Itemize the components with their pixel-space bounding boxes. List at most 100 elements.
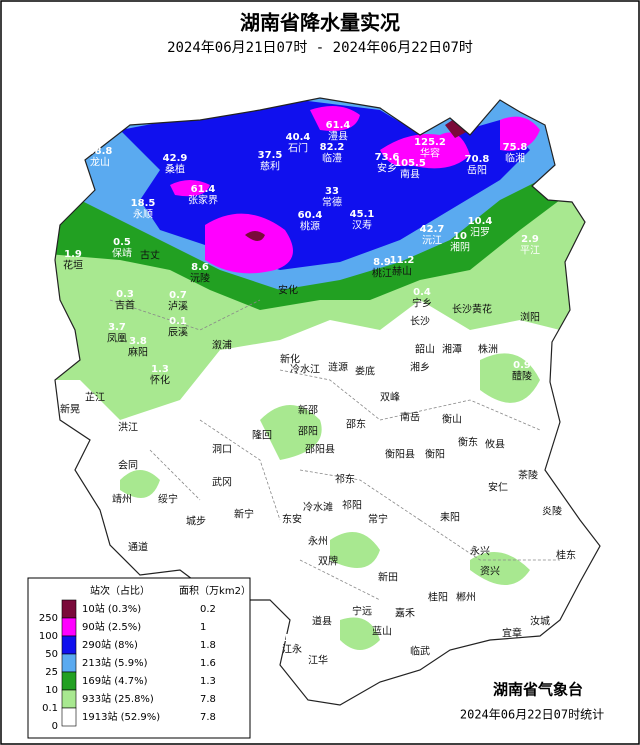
rain-value: 8.6	[191, 262, 209, 273]
rain-value: 8.9	[373, 257, 391, 268]
legend-stations: 90站 (2.5%)	[82, 620, 141, 633]
station-name: 湘潭	[442, 343, 462, 356]
legend-stations: 213站 (5.9%)	[82, 656, 148, 669]
rain-value: 73.6	[375, 152, 400, 163]
station-name: 宁乡	[412, 297, 432, 310]
station-name: 湘乡	[410, 361, 430, 374]
station-name: 双牌	[318, 555, 338, 568]
station-name: 靖州	[112, 493, 132, 506]
rain-value: 125.2	[414, 137, 446, 148]
station-name: 永顺	[133, 208, 153, 221]
station-name: 常德	[322, 196, 342, 209]
legend-stations: 10站 (0.3%)	[82, 602, 141, 615]
legend-area: 1.6	[200, 658, 216, 669]
station-name: 通道	[128, 541, 148, 554]
station-name: 沅江	[422, 234, 442, 247]
rain-value: 37.5	[258, 150, 283, 161]
station-name: 长沙	[410, 316, 430, 328]
station-name: 新宁	[234, 508, 254, 521]
legend-area: 7.8	[200, 694, 216, 705]
rain-value: 3.8	[129, 336, 147, 347]
zone-magenta	[170, 106, 540, 274]
rain-value: 10.4	[468, 216, 493, 227]
timestamp: 2024年06月22日07时统计	[460, 708, 604, 722]
station-name: 衡山	[442, 414, 462, 426]
rain-value: 0.7	[169, 290, 187, 301]
station-name: 洞口	[212, 444, 232, 456]
station-name: 溆浦	[212, 339, 232, 352]
station-name: 城步	[186, 516, 206, 528]
rain-value: 0.1	[309, 644, 327, 655]
legend-stations: 933站 (25.8%)	[82, 692, 154, 705]
rain-value: 40.4	[286, 132, 311, 143]
legend-swatch	[61, 671, 77, 691]
station-name: 麻阳	[128, 346, 148, 359]
station-name: 道县	[312, 615, 332, 628]
station-name: 平江	[520, 245, 540, 257]
rain-value: 45.1	[350, 209, 375, 220]
station-name: 郴州	[456, 591, 476, 604]
station-name: 双峰	[380, 392, 400, 404]
zone-maroon	[245, 115, 470, 241]
rain-value: 1.3	[151, 364, 169, 375]
station-name: 桃源	[300, 220, 320, 233]
station-name: 衡阳	[425, 449, 445, 461]
legend-swatch	[61, 617, 77, 637]
station-name: 辰溪	[168, 327, 188, 339]
legend-area: 7.8	[200, 712, 216, 723]
station-name: 泸溪	[168, 301, 188, 313]
station-name: 慈利	[260, 160, 280, 173]
station-name: 安乡	[377, 162, 397, 175]
station-name: 沅陵	[190, 272, 210, 285]
rain-value: 0.9	[513, 360, 531, 371]
station-name: 洪江	[118, 422, 138, 434]
legend-header: 面积（万km2）	[179, 585, 251, 597]
station-name: 武冈	[212, 476, 232, 489]
station-name: 绥宁	[158, 493, 178, 506]
rain-value: 1.9	[64, 249, 82, 260]
station-name: 韶山	[415, 343, 435, 356]
station-name: 浏阳	[520, 311, 540, 324]
legend-area: 1	[200, 622, 206, 633]
station-name: 衡阳县	[385, 449, 415, 461]
station-name: 古丈	[140, 249, 160, 262]
rain-value: 38.8	[88, 146, 113, 157]
station-name: 临湘	[505, 152, 525, 165]
legend-area: 1.3	[200, 676, 216, 687]
rain-value: 0.3	[116, 289, 134, 300]
station-name: 宜章	[502, 627, 522, 640]
rain-value: 0.1	[459, 426, 477, 437]
station-name: 南县	[400, 168, 420, 181]
rain-value: 0.5	[113, 237, 131, 248]
station-name: 祁东	[335, 473, 355, 486]
rain-value: 0.1	[441, 501, 459, 512]
station-name: 华容	[420, 147, 440, 160]
rain-value: 105.5	[394, 158, 426, 169]
station-name: 邵阳	[298, 426, 318, 438]
station-name: 新晃	[60, 403, 80, 416]
station-name: 邵阳县	[305, 444, 335, 456]
legend-scale: 0	[52, 721, 58, 732]
rain-value: 18.5	[131, 198, 156, 209]
station-name: 常宁	[368, 513, 388, 526]
title: 湖南省降水量实况	[240, 11, 400, 35]
legend-stations: 169站 (4.7%)	[82, 674, 148, 687]
rain-value: 2.9	[521, 234, 539, 245]
rain-value: 60.4	[298, 210, 323, 221]
station-name: 保靖	[112, 247, 132, 260]
legend-scale: 0.1	[42, 703, 58, 714]
rain-value: 33	[325, 186, 339, 197]
station-name: 桃江	[372, 267, 392, 280]
legend-swatch	[61, 635, 77, 655]
station-name: 新化	[280, 353, 300, 366]
station-name: 赫山	[392, 266, 412, 278]
station-name: 吉首	[115, 299, 135, 312]
district-boundaries	[109, 299, 560, 601]
station-name: 凤凰	[107, 333, 127, 345]
station-name: 澧县	[328, 130, 348, 143]
legend-scale: 50	[45, 649, 58, 660]
station-name: 安仁	[488, 481, 508, 494]
subtitle: 2024年06月21日07时 - 2024年06月22日07时	[167, 40, 473, 56]
rain-value: 3.7	[108, 322, 126, 333]
station-name: 攸县	[485, 438, 505, 451]
